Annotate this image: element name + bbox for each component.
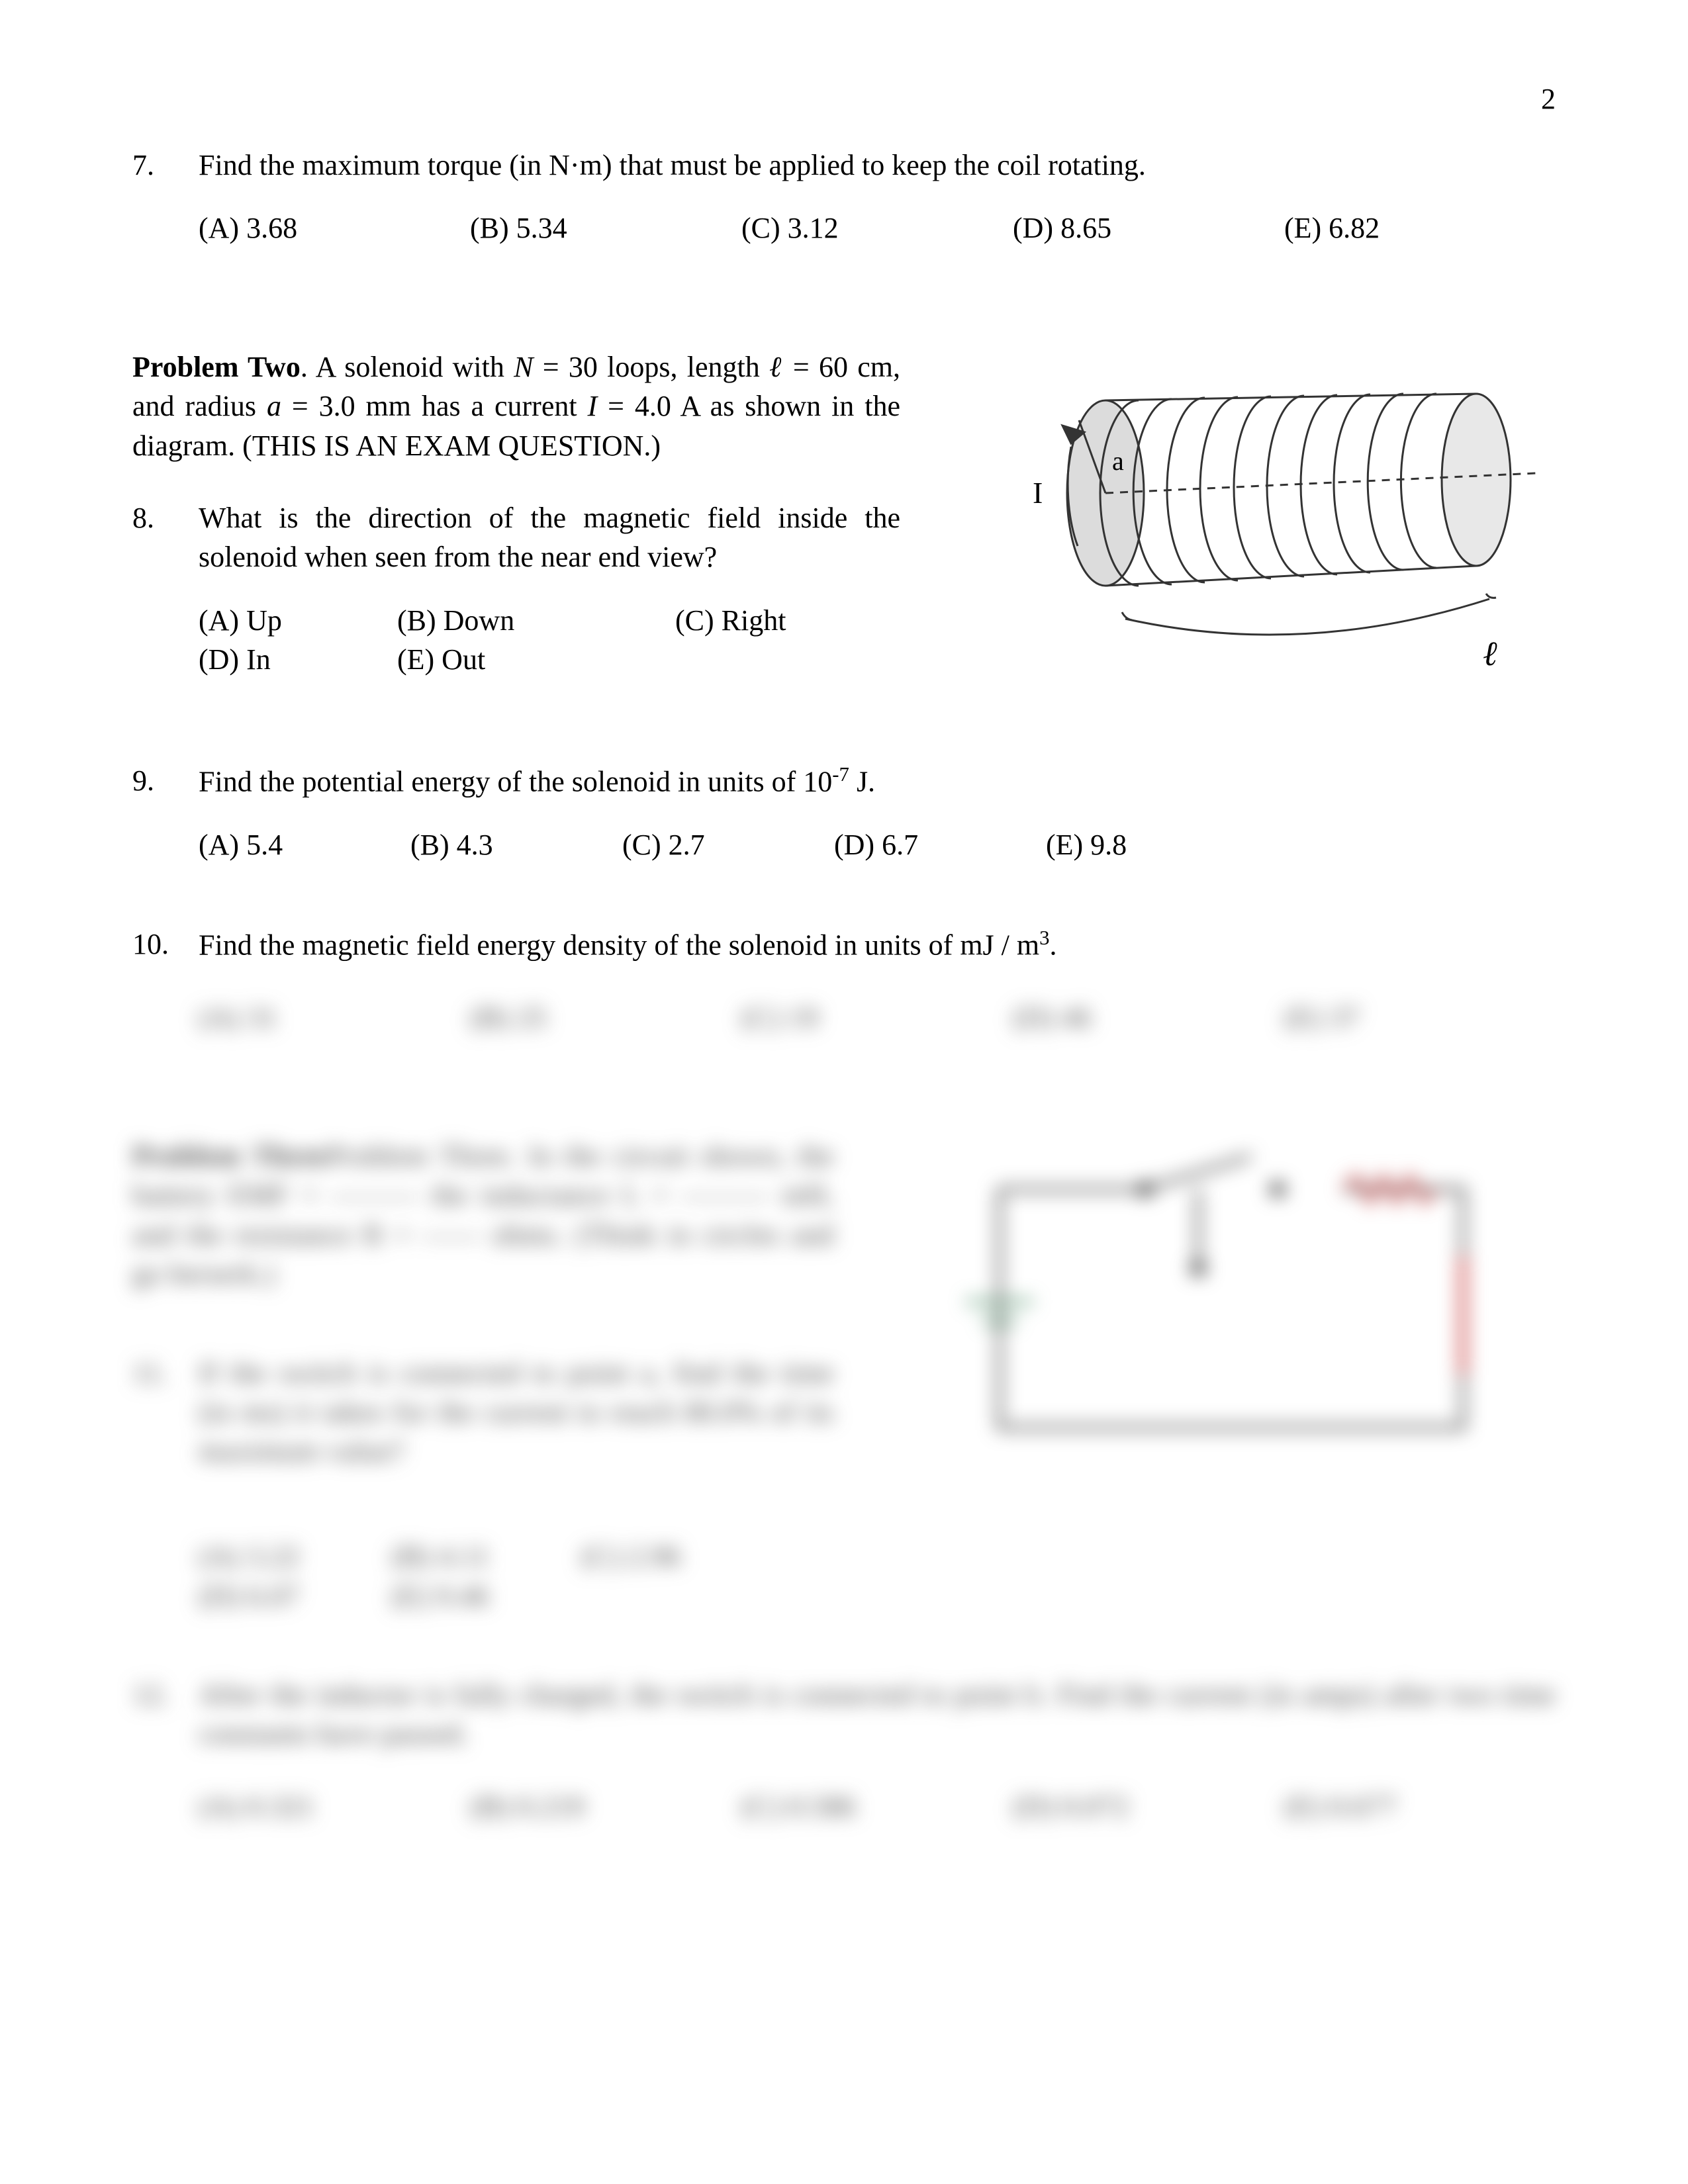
q12-choices: (A) 0.321 (B) 0.219 (C) 0.586 (D) 0.072 … [199, 1787, 1556, 1826]
q7-text: Find the maximum torque (in N·m) that mu… [199, 146, 1556, 185]
page-number: 2 [1541, 79, 1556, 118]
p2-t2: = 30 loops, length [534, 351, 770, 383]
q10-blur-a: (A) 31 [199, 998, 470, 1037]
q9-choice-c: (C) 2.7 [622, 825, 834, 864]
solenoid-label-ell: ℓ [1483, 635, 1497, 673]
q9-number: 9. [132, 761, 199, 864]
problem-two-region: Problem Two. A solenoid with N = 30 loop… [132, 347, 1556, 702]
q9-choice-b: (B) 4.3 [410, 825, 622, 864]
q9-text: Find the potential energy of the solenoi… [199, 761, 1556, 801]
q8-number: 8. [132, 498, 199, 680]
solenoid-figure: I a ℓ [973, 347, 1556, 702]
q7-choices: (A) 3.68 (B) 5.34 (C) 3.12 (D) 8.65 (E) … [199, 208, 1556, 248]
q12-text: After the inductor is fully charged, the… [199, 1675, 1556, 1754]
q8-choice-b: (B) Down [397, 601, 675, 640]
problem-two-label: Problem Two [132, 351, 301, 383]
question-9: 9. Find the potential energy of the sole… [132, 761, 1556, 864]
problem-three-left: Problem ThreeProblem Three. In the circu… [132, 1136, 900, 1615]
q7-choice-a: (A) 3.68 [199, 208, 470, 248]
q7-body: Find the maximum torque (in N·m) that mu… [199, 146, 1556, 248]
q12-number: 12. [132, 1675, 199, 1826]
q9-choice-a: (A) 5.4 [199, 825, 410, 864]
p2-t4: = 3.0 mm has a current [281, 390, 588, 422]
problem-three-region: Problem ThreeProblem Three. In the circu… [132, 1136, 1556, 1615]
q9-choice-d: (D) 6.7 [834, 825, 1046, 864]
q8-choice-a: (A) Up [199, 601, 397, 640]
q7-choice-d: (D) 8.65 [1013, 208, 1284, 248]
q8-choice-c: (C) Right [675, 601, 874, 640]
question-7: 7. Find the maximum torque (in N·m) that… [132, 146, 1556, 248]
q10-choices-blurred: (A) 31 (B) 25 (C) 19 (D) 46 (E) 37 [199, 998, 1556, 1037]
problem-three-intro: Problem ThreeProblem Three. In the circu… [132, 1136, 834, 1294]
q7-choice-e: (E) 6.82 [1284, 208, 1556, 248]
q8-body: What is the direction of the magnetic fi… [199, 498, 953, 680]
circuit-svg [920, 1136, 1529, 1494]
p2-a: a [267, 390, 281, 422]
question-8: 8. What is the direction of the magnetic… [132, 498, 953, 680]
q11-body: If the switch is connected to point a, f… [199, 1353, 900, 1615]
p2-I: I [588, 390, 598, 422]
q12-body: After the inductor is fully charged, the… [199, 1675, 1556, 1826]
solenoid-svg: I a ℓ [973, 347, 1556, 692]
q10-blur-c: (C) 19 [741, 998, 1013, 1037]
q9-choices: (A) 5.4 (B) 4.3 (C) 2.7 (D) 6.7 (E) 9.8 [199, 825, 1556, 864]
p2-N: N [514, 351, 533, 383]
q10-t2: . [1050, 929, 1057, 961]
q12-blur-b: (B) 0.219 [470, 1787, 741, 1826]
q7-choice-b: (B) 5.34 [470, 208, 741, 248]
q10-blur-e: (E) 37 [1284, 998, 1556, 1037]
q8-choice-e: (E) Out [397, 640, 675, 679]
q12-blur-d: (D) 0.072 [1013, 1787, 1284, 1826]
exam-page: 2 7. Find the maximum torque (in N·m) th… [0, 0, 1688, 2184]
p2-ell: ℓ [769, 351, 784, 383]
question-11: 11. If the switch is connected to point … [132, 1353, 900, 1615]
q8-text: What is the direction of the magnetic fi… [199, 498, 900, 577]
q9-choice-e: (E) 9.8 [1046, 825, 1258, 864]
q10-number: 10. [132, 925, 199, 1037]
q10-sup: 3 [1039, 927, 1049, 949]
q10-blur-d: (D) 46 [1013, 998, 1284, 1037]
q10-text: Find the magnetic field energy density o… [199, 925, 1556, 965]
q12-blur-e: (E) 0.677 [1284, 1787, 1556, 1826]
p3-bold: Problem Three [132, 1140, 328, 1172]
q11-number: 11. [132, 1353, 199, 1615]
q8-choices: (A) Up (B) Down (C) Right (D) In (E) Out [199, 601, 900, 680]
q7-number: 7. [132, 146, 199, 248]
circuit-figure [920, 1136, 1556, 1504]
q9-t2: J. [849, 766, 875, 798]
q9-body: Find the potential energy of the solenoi… [199, 761, 1556, 864]
q9-t1: Find the potential energy of the solenoi… [199, 766, 832, 798]
q7-choice-c: (C) 3.12 [741, 208, 1013, 248]
q10-body: Find the magnetic field energy density o… [199, 925, 1556, 1037]
solenoid-label-I: I [1033, 476, 1043, 510]
question-10: 10. Find the magnetic field energy densi… [132, 925, 1556, 1037]
solenoid-label-a: a [1112, 446, 1124, 476]
p2-t1: . A solenoid with [301, 351, 514, 383]
q11-choices-row: (A) 3.22 (B) 4.11 (C) 2.96 (D) 6.07 (E) … [199, 1498, 900, 1615]
q12-blur-a: (A) 0.321 [199, 1787, 470, 1826]
q11-text: If the switch is connected to point a, f… [199, 1353, 834, 1471]
question-12: 12. After the inductor is fully charged,… [132, 1675, 1556, 1826]
q10-blur-b: (B) 25 [470, 998, 741, 1037]
problem-two-left: Problem Two. A solenoid with N = 30 loop… [132, 347, 953, 680]
q9-sup: -7 [832, 763, 849, 786]
q8-choice-d: (D) In [199, 640, 397, 679]
q10-t1: Find the magnetic field energy density o… [199, 929, 1039, 961]
problem-two-intro: Problem Two. A solenoid with N = 30 loop… [132, 347, 900, 465]
q12-blur-c: (C) 0.586 [741, 1787, 1013, 1826]
